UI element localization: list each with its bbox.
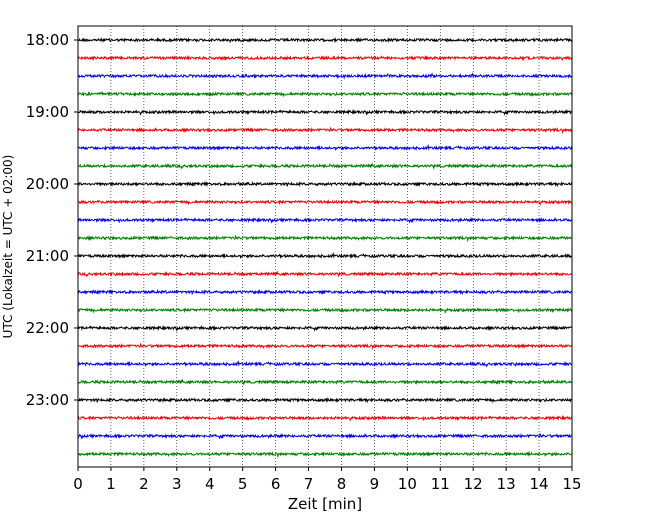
seismogram-trace	[77, 359, 573, 368]
x-tick-label: 7	[304, 475, 314, 493]
y-tick-label: 23:00	[26, 391, 69, 409]
y-tick-label: 18:00	[26, 31, 69, 49]
seismogram-trace	[77, 251, 573, 260]
seismogram-trace	[77, 198, 573, 206]
x-tick-label: 14	[530, 475, 549, 493]
plot-frame	[77, 25, 573, 468]
x-tick-label: 1	[106, 475, 116, 493]
seismogram-trace	[77, 36, 573, 44]
seismogram-trace	[77, 342, 573, 351]
y-axis-label: UTC (Lokalzeit = UTC + 02:00)	[1, 155, 15, 339]
x-tick-label: 12	[464, 475, 483, 493]
x-tick-label: 3	[172, 475, 182, 493]
x-tick-label: 9	[370, 475, 380, 493]
seismogram-trace	[77, 126, 573, 135]
seismogram-trace	[77, 90, 573, 98]
seismogram-trace	[77, 54, 573, 62]
seismogram-trace	[77, 216, 573, 224]
x-tick-label: 6	[271, 475, 281, 493]
seismogram-trace	[77, 306, 573, 314]
x-axis-label: Zeit [min]	[288, 495, 362, 513]
x-tick-label: 13	[497, 475, 516, 493]
seismogram-trace	[77, 396, 573, 404]
y-tick-label: 19:00	[26, 103, 69, 121]
seismogram-trace	[77, 270, 573, 278]
trace-lines	[77, 36, 573, 459]
x-tick-label: 10	[398, 475, 417, 493]
y-tick-label: 21:00	[26, 247, 69, 265]
y-tick-label: 22:00	[26, 319, 69, 337]
y-axis-ticks: 18:00 19:00 20:00 21:00 22:00 23:00	[26, 31, 78, 409]
x-tick-label: 11	[431, 475, 450, 493]
x-tick-label: 5	[238, 475, 248, 493]
seismogram-trace	[77, 378, 573, 386]
x-tick-label: 4	[205, 475, 215, 493]
seismogram-trace	[77, 72, 573, 80]
seismogram-trace	[77, 108, 573, 116]
seismogram-trace	[77, 234, 573, 243]
seismogram-trace	[77, 143, 573, 152]
x-axis-ticks: 0 1 2 3 4 5 6 7 8 9 10 11 12 13 14 15	[73, 467, 582, 493]
seismogram-trace	[77, 432, 573, 440]
seismogram-trace	[77, 414, 573, 422]
seismogram-trace	[77, 450, 573, 459]
x-tick-label: 15	[562, 475, 581, 493]
seismogram-trace	[77, 288, 573, 296]
y-tick-label: 20:00	[26, 175, 69, 193]
x-tick-label: 8	[337, 475, 347, 493]
x-tick-label: 2	[139, 475, 149, 493]
seismogram-trace	[77, 180, 573, 188]
seismogram-trace	[77, 162, 573, 170]
seismogram-trace	[77, 324, 573, 332]
x-tick-label: 0	[73, 475, 83, 493]
